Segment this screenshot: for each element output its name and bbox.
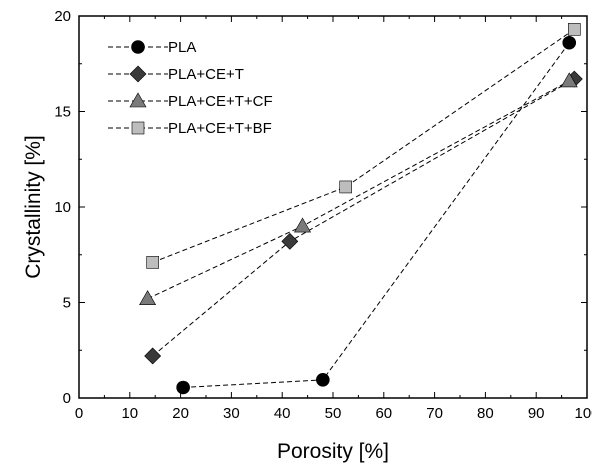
data-point: [560, 72, 578, 88]
legend-label: PLA+CE+T+BF: [168, 120, 272, 137]
series-layer: [139, 23, 583, 395]
legend-label: PLA: [168, 39, 196, 56]
legend-marker: [129, 92, 147, 108]
y-axis-title: Crystallinity [%]: [22, 135, 45, 279]
x-axis-ticks: 0 10 20 30 40 50 60 70 80 90 100: [75, 16, 592, 422]
series-pla: [176, 35, 577, 395]
data-point: [176, 380, 190, 395]
x-tick-label: 30: [223, 405, 240, 422]
legend-item: PLA+CE+T: [108, 65, 244, 83]
data-point: [139, 290, 157, 305]
data-point: [339, 180, 353, 194]
data-point: [144, 347, 162, 365]
series-line: [152, 28, 575, 263]
data-point: [281, 232, 299, 250]
legend-item: PLA: [108, 39, 196, 56]
data-point: [294, 217, 312, 233]
x-tick-label: 40: [274, 405, 291, 422]
x-axis-title: Porosity [%]: [277, 440, 389, 463]
y-tick-label: 20: [54, 8, 71, 25]
x-tick-label: 80: [477, 405, 494, 422]
x-tick-label: 90: [528, 405, 545, 422]
x-tick-label: 60: [375, 405, 392, 422]
x-tick-label: 50: [325, 405, 342, 422]
y-tick-label: 5: [63, 295, 71, 312]
series-pla-ce-t-bf: [146, 23, 581, 269]
y-tick-label: 15: [54, 104, 71, 121]
legend-label: PLA+CE+T: [168, 66, 244, 83]
data-point: [562, 35, 577, 50]
data-point: [316, 373, 330, 387]
x-tick-label: 70: [426, 405, 443, 422]
legend-item: PLA+CE+T+CF: [108, 92, 273, 110]
legend-marker: [131, 40, 145, 54]
data-point: [146, 256, 159, 269]
series-pla-ce-t-cf: [139, 72, 578, 305]
x-tick-label: 10: [121, 405, 138, 422]
y-tick-label: 10: [54, 199, 71, 216]
x-tick-label: 0: [75, 405, 83, 422]
data-point: [567, 23, 581, 36]
x-tick-label: 100: [574, 405, 592, 422]
plot-frame: [78, 15, 588, 399]
legend: PLA PLA+CE+T PLA+CE+T+CF PLA+CE+T+BF: [108, 39, 273, 137]
x-tick-label: 20: [172, 405, 189, 422]
y-axis-ticks: 0 5 10 15 20: [54, 8, 587, 407]
legend-item: PLA+CE+T+BF: [108, 120, 272, 137]
series-line: [147, 80, 570, 300]
legend-marker: [129, 65, 147, 83]
legend-label: PLA+CE+T+CF: [168, 93, 273, 110]
y-tick-label: 0: [63, 390, 71, 407]
legend-marker: [131, 121, 145, 135]
